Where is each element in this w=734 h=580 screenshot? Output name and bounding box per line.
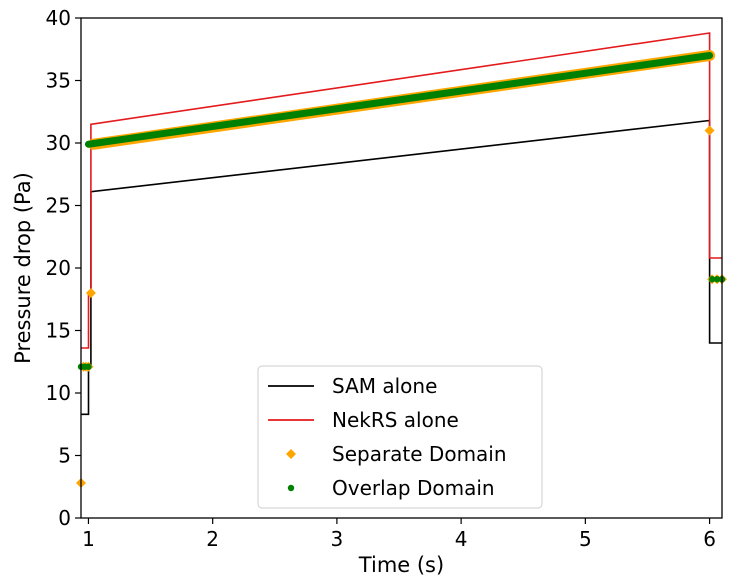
x-tick-label: 5 bbox=[579, 527, 592, 551]
data-point bbox=[704, 125, 715, 136]
y-tick-label: 0 bbox=[58, 506, 71, 530]
data-point bbox=[713, 276, 721, 283]
y-tick-label: 20 bbox=[46, 256, 71, 280]
data-point bbox=[708, 276, 716, 283]
y-axis-label: Pressure drop (Pa) bbox=[11, 172, 35, 364]
legend-swatch bbox=[287, 484, 295, 492]
series-2 bbox=[81, 32, 722, 349]
data-point bbox=[85, 363, 92, 370]
x-tick-label: 6 bbox=[703, 527, 716, 551]
dense-marker-band bbox=[84, 52, 714, 148]
legend-entry: SAM alone bbox=[268, 374, 437, 398]
legend-box bbox=[257, 365, 543, 509]
legend: SAM alone NekRS alone Separate Domain Overl… bbox=[257, 365, 543, 509]
legend-entry: Overlap Domain bbox=[287, 476, 495, 500]
x-axis-label: Time (s) bbox=[358, 553, 444, 577]
legend-entry: NekRS alone bbox=[268, 408, 459, 432]
y-tick-label: 35 bbox=[46, 69, 71, 93]
x-tick-label: 2 bbox=[206, 527, 219, 551]
legend-label: NekRS alone bbox=[332, 408, 459, 432]
legend-label: Separate Domain bbox=[332, 442, 507, 466]
x-tick-label: 1 bbox=[82, 527, 95, 551]
y-tick-label: 40 bbox=[46, 6, 71, 30]
x-tick-label: 3 bbox=[331, 527, 344, 551]
axes: 1 2 3 4 5 6 0 5 10 15 20 25 30 35 40 bbox=[46, 6, 723, 551]
y-tick-label: 25 bbox=[46, 194, 71, 218]
legend-swatch bbox=[286, 449, 296, 459]
y-tick-label: 15 bbox=[46, 319, 71, 343]
series-line bbox=[81, 32, 722, 349]
legend-label: Overlap Domain bbox=[332, 476, 495, 500]
data-point bbox=[85, 288, 96, 298]
y-tick-label: 5 bbox=[58, 444, 71, 468]
y-tick-label: 10 bbox=[46, 381, 71, 405]
y-tick-label: 30 bbox=[46, 131, 71, 155]
series-4 bbox=[77, 52, 726, 370]
x-tick-label: 4 bbox=[455, 527, 468, 551]
legend-label: SAM alone bbox=[332, 374, 437, 398]
legend-entry: Separate Domain bbox=[286, 442, 507, 466]
